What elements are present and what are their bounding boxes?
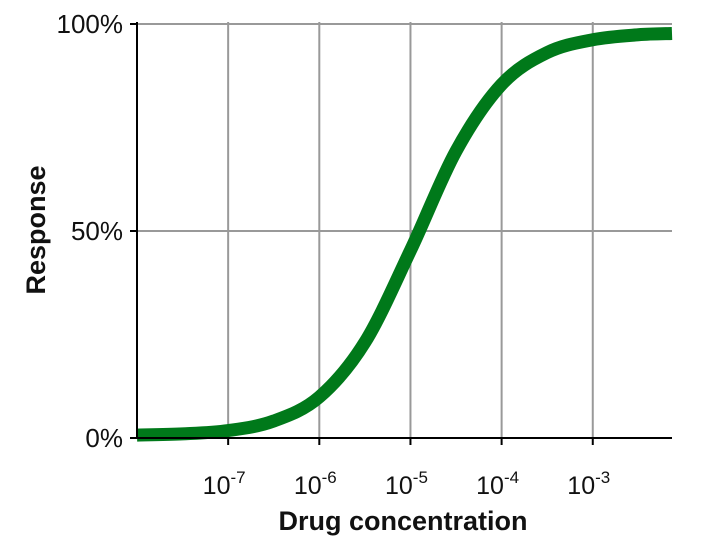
grid xyxy=(137,22,672,438)
y-tick-label: 0% xyxy=(85,423,123,453)
tick-labels: 10-7 10-6 10-5 10-4 10-3 0% 50% 100% xyxy=(57,9,611,500)
y-tick-label: 50% xyxy=(71,216,123,246)
x-tick-label: 10-6 xyxy=(294,468,337,500)
y-tick-label: 100% xyxy=(57,9,124,39)
dose-response-curve xyxy=(136,27,673,442)
x-axis-label: Drug concentration xyxy=(278,506,527,536)
x-tick-label: 10-5 xyxy=(385,468,428,500)
series-layer xyxy=(136,27,673,442)
x-tick-label: 10-4 xyxy=(476,468,519,500)
axes xyxy=(130,22,672,445)
y-axis-label: Response xyxy=(21,165,51,294)
x-tick-label: 10-7 xyxy=(203,468,246,500)
x-tick-label: 10-3 xyxy=(567,468,610,500)
